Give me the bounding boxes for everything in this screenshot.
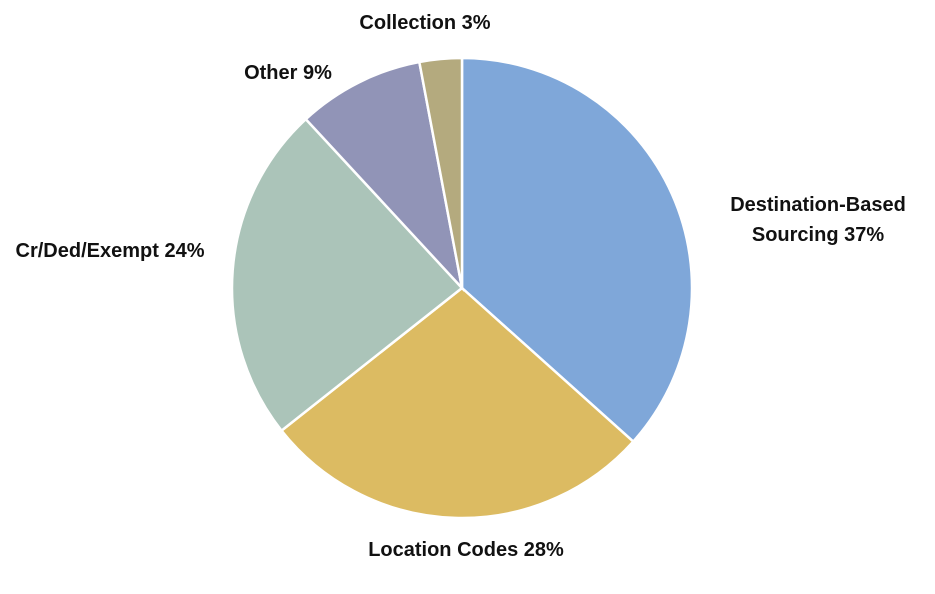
slice-label: Cr/Ded/Exempt 24% bbox=[10, 236, 210, 266]
category-label: Other bbox=[244, 62, 298, 84]
category-label: Collection bbox=[359, 12, 457, 34]
pie-slice bbox=[230, 117, 464, 433]
pie-slice bbox=[279, 286, 636, 520]
pie-slice bbox=[460, 56, 694, 444]
pie-slice bbox=[304, 60, 465, 293]
category-label: Cr/Ded/Exempt bbox=[15, 240, 159, 262]
value-label: 24% bbox=[164, 240, 205, 262]
value-label: 9% bbox=[303, 62, 332, 84]
category-label: Destination-Based Sourcing bbox=[730, 194, 906, 246]
value-label: 37% bbox=[844, 224, 885, 246]
value-label: 3% bbox=[461, 12, 491, 34]
slice-label: Other 9% bbox=[188, 58, 388, 88]
pie-slice bbox=[417, 56, 464, 289]
category-label: Location Codes bbox=[368, 539, 519, 561]
slice-label: Collection 3% bbox=[315, 8, 535, 38]
slice-label: Destination-Based Sourcing 37% bbox=[698, 190, 935, 250]
slice-label: Location Codes 28% bbox=[366, 535, 566, 565]
value-label: 28% bbox=[523, 539, 564, 561]
